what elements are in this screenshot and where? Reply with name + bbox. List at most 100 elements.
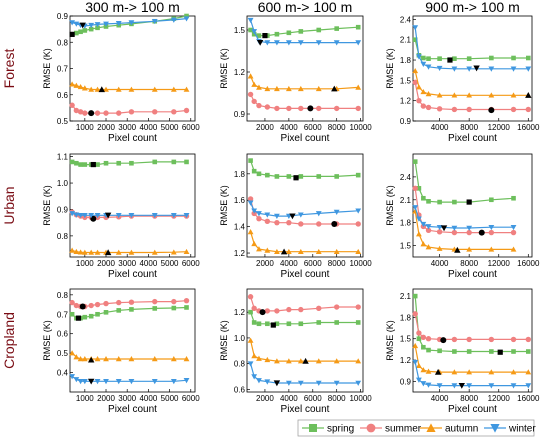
plot-frame <box>412 153 533 258</box>
data-point-winter <box>436 65 443 72</box>
series-line-summer <box>250 198 359 225</box>
data-point-autumn <box>466 369 473 375</box>
optimum-point-autumn <box>525 92 532 98</box>
optimum-point-autumn <box>331 85 338 92</box>
x-tick-label: 4000 <box>431 259 449 268</box>
y-axis-label: RMSE (K) <box>219 48 229 89</box>
y-tick-label: 0.4 <box>57 369 69 378</box>
data-point-spring <box>316 320 322 325</box>
data-point-autumn <box>69 247 76 253</box>
data-point-autumn <box>333 358 340 364</box>
data-point-summer <box>425 227 432 233</box>
optimum-point-autumn <box>454 246 461 253</box>
data-point-autumn <box>436 92 443 98</box>
data-point-autumn <box>251 353 258 359</box>
y-tick-label: 0.8 <box>57 38 69 47</box>
data-point-summer <box>425 104 432 111</box>
data-point-winter <box>425 64 432 70</box>
x-tick-label: 1000 <box>76 394 94 403</box>
data-point-summer <box>128 109 135 115</box>
data-point-summer <box>510 336 517 343</box>
optimum-point-autumn <box>434 368 442 375</box>
x-axis-label: Pixel count <box>448 404 497 415</box>
optimum-point-winter <box>289 213 296 220</box>
y-tick-label: 2.1 <box>400 292 412 301</box>
data-point-autumn <box>128 249 135 255</box>
x-axis-label: Pixel count <box>281 404 330 415</box>
data-point-spring <box>248 27 253 33</box>
x-axis-label: Pixel count <box>448 133 497 144</box>
data-point-winter <box>488 66 495 72</box>
data-point-winter <box>251 374 258 380</box>
data-point-spring <box>412 159 418 164</box>
optimum-point-summer <box>488 107 495 114</box>
data-point-autumn <box>73 354 80 360</box>
data-point-winter <box>416 377 422 383</box>
optimum-point-winter <box>458 383 465 389</box>
data-point-summer <box>183 297 190 304</box>
data-point-winter <box>103 21 109 27</box>
data-point-summer <box>416 330 422 336</box>
data-point-winter <box>510 224 517 231</box>
data-point-spring <box>95 25 100 31</box>
data-point-summer <box>412 311 418 317</box>
row-title: Urban <box>1 186 17 224</box>
y-tick-label: 0.8 <box>57 291 69 300</box>
data-point-autumn <box>488 92 495 98</box>
x-tick-label: 2000 <box>97 394 115 403</box>
data-point-winter <box>151 379 158 385</box>
data-point-summer <box>82 110 88 116</box>
data-point-spring <box>74 160 79 166</box>
x-tick-label: 8000 <box>328 394 346 403</box>
x-tick-label: 8000 <box>460 394 478 403</box>
data-point-winter <box>115 21 122 27</box>
data-point-spring <box>251 168 257 174</box>
data-point-spring <box>298 321 304 327</box>
data-point-spring <box>184 305 189 310</box>
data-point-winter <box>451 225 458 231</box>
data-point-winter <box>412 25 419 31</box>
data-point-winter <box>183 16 190 22</box>
data-point-summer <box>286 219 292 226</box>
data-point-autumn <box>170 249 177 255</box>
data-point-summer <box>316 221 322 227</box>
data-point-spring <box>78 162 83 167</box>
optimum-point-spring <box>270 322 276 328</box>
data-point-autumn <box>297 85 304 92</box>
data-point-winter <box>247 200 254 206</box>
data-point-winter <box>333 209 340 216</box>
column-title: 600 m-> 100 m <box>258 0 353 15</box>
data-point-summer <box>247 91 254 98</box>
data-point-summer <box>264 104 271 110</box>
series-line-autumn <box>71 249 187 254</box>
data-point-winter <box>285 380 292 386</box>
data-point-summer <box>488 336 495 343</box>
data-point-spring <box>82 28 88 33</box>
data-point-spring <box>265 321 270 327</box>
data-point-summer <box>420 334 427 341</box>
data-point-winter <box>355 208 362 214</box>
x-axis-label: Pixel count <box>448 269 497 280</box>
data-point-winter <box>170 17 177 23</box>
data-point-spring <box>286 174 292 179</box>
data-point-summer <box>94 110 101 116</box>
data-point-spring <box>251 320 257 325</box>
y-tick-label: 1.6 <box>234 196 246 205</box>
data-point-winter <box>73 21 80 27</box>
data-point-autumn <box>69 81 76 87</box>
data-point-winter <box>425 224 432 230</box>
x-tick-label: 12000 <box>488 123 511 132</box>
y-tick-label: 0.8 <box>57 232 69 241</box>
data-point-autumn <box>77 249 84 255</box>
data-point-summer <box>466 106 472 113</box>
y-tick-label: 1.5 <box>400 335 412 344</box>
data-point-spring <box>416 336 422 342</box>
data-point-spring <box>274 321 280 327</box>
y-axis-label: RMSE (K) <box>219 320 229 361</box>
series-line-autumn <box>71 83 187 91</box>
data-point-autumn <box>94 86 101 92</box>
y-tick-label: 1.2 <box>234 249 246 258</box>
data-point-spring <box>437 199 442 205</box>
data-point-winter <box>183 378 190 384</box>
data-point-winter <box>273 213 280 219</box>
